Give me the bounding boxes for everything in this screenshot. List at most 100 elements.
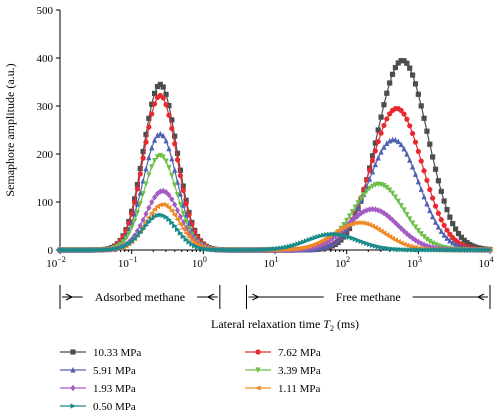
data-point [278,245,284,251]
data-point [412,224,419,231]
data-point [361,239,367,245]
data-point [180,226,186,232]
data-point [404,211,410,218]
legend-item: 1.93 MPa [60,383,136,395]
data-point [68,247,75,253]
data-point [401,111,407,117]
data-point [435,210,441,216]
data-point [346,213,353,220]
data-point [289,243,296,249]
data-point [473,247,479,253]
data-point [180,187,186,193]
data-point [415,178,421,185]
data-point [404,150,410,157]
data-point [188,237,195,243]
data-point [111,246,118,252]
data-point [232,247,238,253]
data-point [134,227,140,235]
data-point [160,84,166,90]
data-point [461,237,467,243]
data-point [180,210,186,217]
data-point [321,232,327,238]
data-point [180,183,186,189]
data-point [430,213,436,220]
data-point [63,247,69,253]
legend-label: 7.62 MPa [278,347,321,359]
data-point [160,154,166,161]
legend-marker [70,349,76,355]
data-point [166,164,172,171]
data-point [395,60,401,66]
data-point [481,247,488,253]
data-point [438,247,445,253]
data-point [129,239,135,245]
data-point [335,236,341,243]
axes: 0 100 200 300 400 500 10−2 10−1 100 101 102 103 104 S… [3,5,494,333]
data-point [166,112,172,118]
data-point [341,221,347,228]
data-point [154,154,161,160]
legend-label: 5.91 MPa [93,365,136,377]
data-point [154,132,161,138]
data-point [255,247,261,253]
data-point [450,220,456,227]
data-point [387,80,393,86]
data-point [243,247,250,253]
data-point [455,247,462,253]
legend-item: 3.39 MPa [245,365,321,377]
legend-item: 10.33 MPa [60,347,141,359]
data-point [163,158,169,165]
data-point [143,210,149,218]
data-point [410,163,416,170]
data-point [134,181,140,188]
data-point [418,158,424,164]
data-point [358,238,365,244]
data-point [137,165,143,172]
data-point [418,186,424,192]
data-point [432,247,439,253]
legend-marker [70,384,76,392]
data-point [349,217,355,224]
data-point [166,102,172,109]
series-line [60,59,491,251]
data-point [404,230,410,237]
data-point [215,247,221,253]
data-point [447,237,453,244]
series-layer [56,58,494,254]
data-point [352,204,358,211]
data-point [387,111,393,117]
data-point [355,212,361,219]
data-point [177,221,183,227]
data-point [355,200,361,206]
data-point [435,247,442,253]
data-point [269,246,276,252]
data-point [467,247,474,253]
data-point [260,247,267,253]
data-point [389,190,396,197]
region-arrowhead [65,293,73,301]
data-point [392,136,398,143]
data-point [238,247,244,253]
data-point [372,140,378,146]
data-point [286,243,293,250]
data-point [369,206,376,213]
data-point [344,217,350,224]
data-point [114,246,121,252]
data-point [106,247,112,253]
data-point [149,144,155,151]
data-point [249,247,256,253]
data-point [183,201,189,207]
data-point [424,128,430,134]
data-point [163,137,169,144]
data-point [146,204,152,212]
data-point [83,247,89,253]
data-point [484,247,491,253]
series-7-62-mpa [57,92,493,253]
data-point [292,242,299,248]
data-point [349,221,355,227]
data-point [140,191,146,197]
data-point [332,239,338,245]
data-point [160,212,167,219]
data-point [162,202,169,208]
data-point [152,214,158,220]
